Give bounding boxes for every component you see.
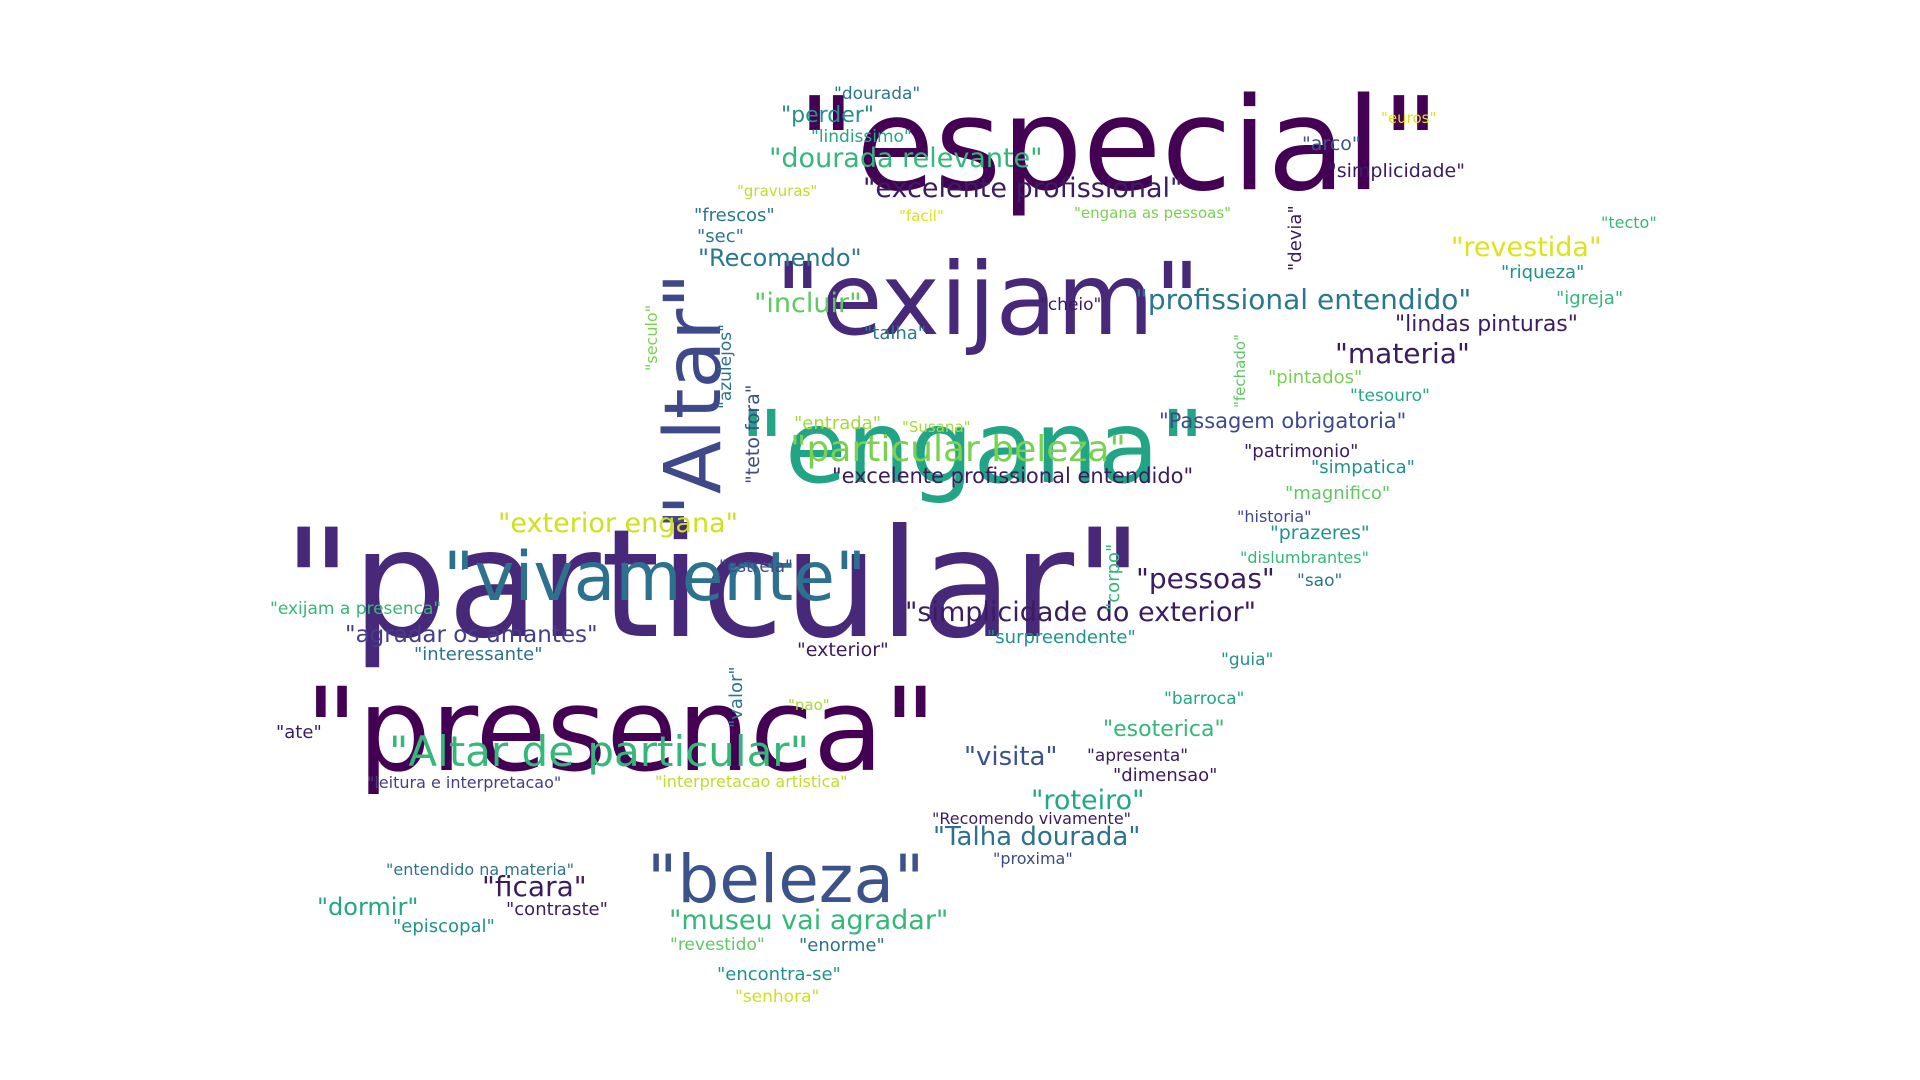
- word-altar-de-particular: "Altar de particular": [389, 727, 809, 777]
- word-surpreendente: "surpreendente": [987, 627, 1136, 649]
- word-passagem-obrigatoria: "Passagem obrigatoria": [1159, 408, 1407, 433]
- word-recomendo-vivamente: "Recomendo vivamente": [932, 809, 1132, 829]
- word-lindissimo: "lindissimo": [811, 127, 912, 148]
- word-engana-as-pessoas: "engana as pessoas": [1074, 204, 1232, 223]
- word-susana: "Susana": [902, 418, 971, 437]
- word-particular-beleza: "particular beleza": [790, 428, 1126, 470]
- word-visita: "visita": [964, 742, 1058, 773]
- word-teto-fora: "teto fora": [742, 384, 764, 485]
- word-dourada-relevante: "dourada relevante": [769, 143, 1043, 175]
- word-tesouro: "tesouro": [1350, 386, 1430, 407]
- word-lindas-pinturas: "lindas pinturas": [1395, 311, 1578, 337]
- word-prazeres: "prazeres": [1270, 521, 1370, 544]
- word-simpatica: "simpatica": [1311, 457, 1415, 479]
- word-museu-vai-agradar: "museu vai agradar": [669, 905, 949, 937]
- word-magnifico: "magnifico": [1285, 483, 1391, 505]
- word-presenca: "presenca": [305, 664, 937, 799]
- word-exijam-a-presenca: "exijam a presenca": [270, 599, 442, 620]
- word-patrimonio: "patrimonio": [1244, 441, 1359, 463]
- word-especial: "especial": [797, 71, 1441, 221]
- word-agradar-os-amantes: "agradar os amantes": [345, 621, 598, 648]
- word-excelente-profissional-entendido: "excelente profissional entendido": [832, 463, 1194, 488]
- word-talha-dourada: "Talha dourada": [933, 822, 1141, 853]
- word-profissional-entendido: "profissional entendido": [1135, 283, 1472, 317]
- word-facil: "facil": [899, 207, 944, 226]
- word-ficara: "ficara": [482, 870, 587, 904]
- word-corpo: "corpo": [1103, 543, 1124, 611]
- word-apresenta: "apresenta": [1087, 746, 1189, 767]
- word-particular: "particular": [283, 498, 1144, 672]
- word-historia: "historia": [1237, 507, 1312, 527]
- word-euros: "euros": [1381, 109, 1437, 128]
- word-fechado: "fechado": [1231, 334, 1249, 408]
- word-dormir: "dormir": [317, 892, 419, 921]
- word-simplicidade-do-exterior: "simplicidade do exterior": [905, 597, 1256, 629]
- word-nao: "nao": [788, 696, 830, 715]
- word-excelente-profissional: "excelente profissional": [863, 173, 1183, 205]
- word-entendido-na-materia: "entendido na materia": [386, 860, 574, 880]
- word-vivamente: "vivamente": [443, 538, 867, 618]
- word-episcopal: "episcopal": [393, 916, 495, 938]
- word-barroca: "barroca": [1164, 689, 1245, 710]
- word-gravuras: "gravuras": [737, 182, 818, 201]
- word-sao: "sao": [1297, 571, 1343, 592]
- word-perder: "perder": [781, 102, 874, 128]
- word-pessoas: "pessoas": [1136, 562, 1275, 596]
- word-beleza: "beleza": [647, 841, 925, 919]
- word-revestido: "revestido": [670, 935, 765, 956]
- word-dislumbrantes: "dislumbrantes": [1240, 548, 1369, 568]
- word-dimensao: "dimensao": [1113, 765, 1218, 787]
- word-igreja: "igreja": [1556, 288, 1624, 310]
- word-frescos: "frescos": [694, 205, 775, 227]
- word-exterior: "exterior": [797, 638, 889, 661]
- word-ate: "ate": [276, 722, 322, 744]
- word-simplicidade: "simplicidade": [1328, 159, 1465, 182]
- word-proxima: "proxima": [993, 849, 1073, 869]
- word-exijam: "exijam": [775, 241, 1201, 358]
- word-tecto: "tecto": [1601, 213, 1657, 233]
- word-dourada: "dourada": [834, 84, 921, 105]
- word-pintados: "pintados": [1268, 367, 1363, 389]
- word-riqueza: "riqueza": [1501, 262, 1585, 284]
- word-leitura-e-interpretacao: "leitura e interpretacao": [367, 773, 562, 793]
- word-sec: "sec": [697, 226, 744, 248]
- word-revestida: "revestida": [1451, 232, 1602, 264]
- word-materia: "materia": [1335, 337, 1470, 371]
- word-arco: "arco": [1302, 132, 1361, 155]
- word-engana: "engana": [739, 389, 1206, 506]
- word-seculo: "seculo": [642, 304, 661, 371]
- word-contraste: "contraste": [506, 899, 608, 921]
- word-devia: "devia": [1285, 205, 1306, 271]
- word-encontra-se: "encontra-se": [717, 964, 841, 986]
- word-enorme: "enorme": [799, 935, 885, 957]
- word-guia: "guia": [1221, 650, 1274, 671]
- word-interessante: "interessante": [414, 644, 543, 666]
- word-entrada: "entrada": [794, 413, 881, 435]
- word-interpretacao-artistica: "interpretacao artistica": [655, 772, 848, 792]
- word-talha: "talha": [864, 323, 927, 345]
- word-azulejos: "azulejos": [716, 324, 736, 409]
- word-recomendo: "Recomendo": [698, 243, 862, 272]
- word-esoterica: "esoterica": [1103, 716, 1225, 742]
- word-cheio: "cheio": [1040, 295, 1102, 316]
- word-estrela: "estrela": [719, 557, 793, 578]
- word-senhora: "senhora": [735, 987, 820, 1008]
- word-exterior-engana: "exterior engana": [498, 508, 739, 540]
- word-incluir: "incluir": [754, 288, 862, 320]
- word-valor: "valor": [726, 666, 747, 728]
- word-roteiro: "roteiro": [1031, 785, 1145, 817]
